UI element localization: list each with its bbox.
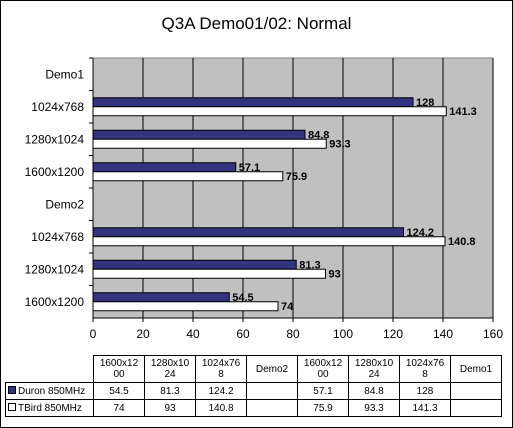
- table-cell: 141.3: [399, 399, 451, 417]
- table-cell: [246, 382, 298, 400]
- table-cell: [450, 382, 502, 400]
- data-label-duron: 57.1: [239, 162, 260, 174]
- bar-duron: [92, 129, 306, 140]
- bar-tbird: [92, 236, 446, 247]
- category-label: 1280x1024: [25, 262, 85, 276]
- data-label-tbird: 93: [329, 268, 341, 280]
- bar-duron: [92, 162, 237, 173]
- data-table: 1600x12 00 1280x10 24 1024x76 8 Demo2 1600x1…: [5, 355, 502, 417]
- category-label: Demo2: [45, 197, 84, 211]
- bar-tbird: [92, 268, 326, 279]
- legend-swatch: [8, 385, 16, 394]
- data-label-tbird: 93.3: [329, 138, 350, 150]
- x-tick-label: 80: [286, 327, 300, 341]
- table-cell: 93.3: [348, 399, 400, 417]
- bar-tbird: [92, 106, 447, 117]
- bar-chart: 0 20 40 60 80 100 120 140 160 Demo1 1024x768 1280x1…: [25, 57, 503, 341]
- bar-duron: [92, 259, 297, 270]
- category-label: 1024x768: [31, 100, 84, 114]
- table-cell: [450, 399, 502, 417]
- table-cell: 74: [93, 399, 145, 417]
- bar-duron: [92, 292, 230, 303]
- table-corner: [5, 355, 94, 383]
- x-tick-label: 40: [186, 327, 200, 341]
- table-column-header: 1024x76 8: [399, 355, 451, 383]
- x-tick-label: 0: [90, 327, 97, 341]
- bar-tbird: [92, 138, 327, 149]
- legend-label: TBird 850MHz: [18, 402, 82, 414]
- x-tick-label: 160: [483, 327, 503, 341]
- table-cell: 140.8: [195, 399, 247, 417]
- category-label: 1600x1200: [25, 165, 85, 179]
- table-row: TBird 850MHz 74 93 140.8 75.9 93.3 141.3: [5, 399, 502, 417]
- data-label-tbird: 74: [281, 301, 294, 313]
- x-tick-label: 20: [136, 327, 150, 341]
- data-label-duron: 54.5: [232, 292, 253, 304]
- table-cell: 54.5: [93, 382, 145, 400]
- chart-title: Q3A Demo01/02: Normal: [161, 14, 352, 33]
- data-label-duron: 128: [416, 97, 434, 109]
- bar-duron: [92, 227, 404, 238]
- table-column-header: Demo1: [450, 355, 502, 383]
- category-label: 1024x768: [31, 230, 84, 244]
- bar-duron: [92, 97, 414, 108]
- table-column-header: 1600x12 00: [297, 355, 349, 383]
- table-cell: 124.2: [195, 382, 247, 400]
- legend-swatch: [8, 402, 16, 411]
- table-cell: [246, 399, 298, 417]
- x-tick-label: 120: [383, 327, 403, 341]
- x-tick-label: 100: [333, 327, 353, 341]
- table-column-header: Demo2: [246, 355, 298, 383]
- legend-entry: TBird 850MHz: [5, 399, 94, 417]
- data-label-tbird: 141.3: [449, 106, 477, 118]
- table-cell: 75.9: [297, 399, 349, 417]
- category-label: Demo1: [45, 67, 84, 81]
- data-label-tbird: 75.9: [286, 171, 307, 183]
- legend-entry: Duron 850MHz: [5, 382, 94, 400]
- table-cell: 93: [144, 399, 196, 417]
- table-cell: 81.3: [144, 382, 196, 400]
- table-cell: 128: [399, 382, 451, 400]
- bar-tbird: [92, 171, 284, 182]
- table-cell: 57.1: [297, 382, 349, 400]
- category-label: 1600x1200: [25, 295, 85, 309]
- x-tick-label: 140: [433, 327, 453, 341]
- data-label-tbird: 140.8: [448, 236, 476, 248]
- table-column-header: 1280x10 24: [144, 355, 196, 383]
- table-cell: 84.8: [348, 382, 400, 400]
- data-label-duron: 84.8: [308, 129, 329, 141]
- data-label-duron: 81.3: [299, 259, 320, 271]
- table-column-header: 1600x12 00: [93, 355, 145, 383]
- legend-label: Duron 850MHz: [18, 385, 86, 397]
- data-label-duron: 124.2: [407, 227, 435, 239]
- bar-tbird: [92, 301, 279, 312]
- table-column-header: 1280x10 24: [348, 355, 400, 383]
- category-label: 1280x1024: [25, 132, 85, 146]
- table-column-header: 1024x76 8: [195, 355, 247, 383]
- table-row: Duron 850MHz 54.5 81.3 124.2 57.1 84.8 128: [5, 382, 502, 400]
- x-tick-label: 60: [236, 327, 250, 341]
